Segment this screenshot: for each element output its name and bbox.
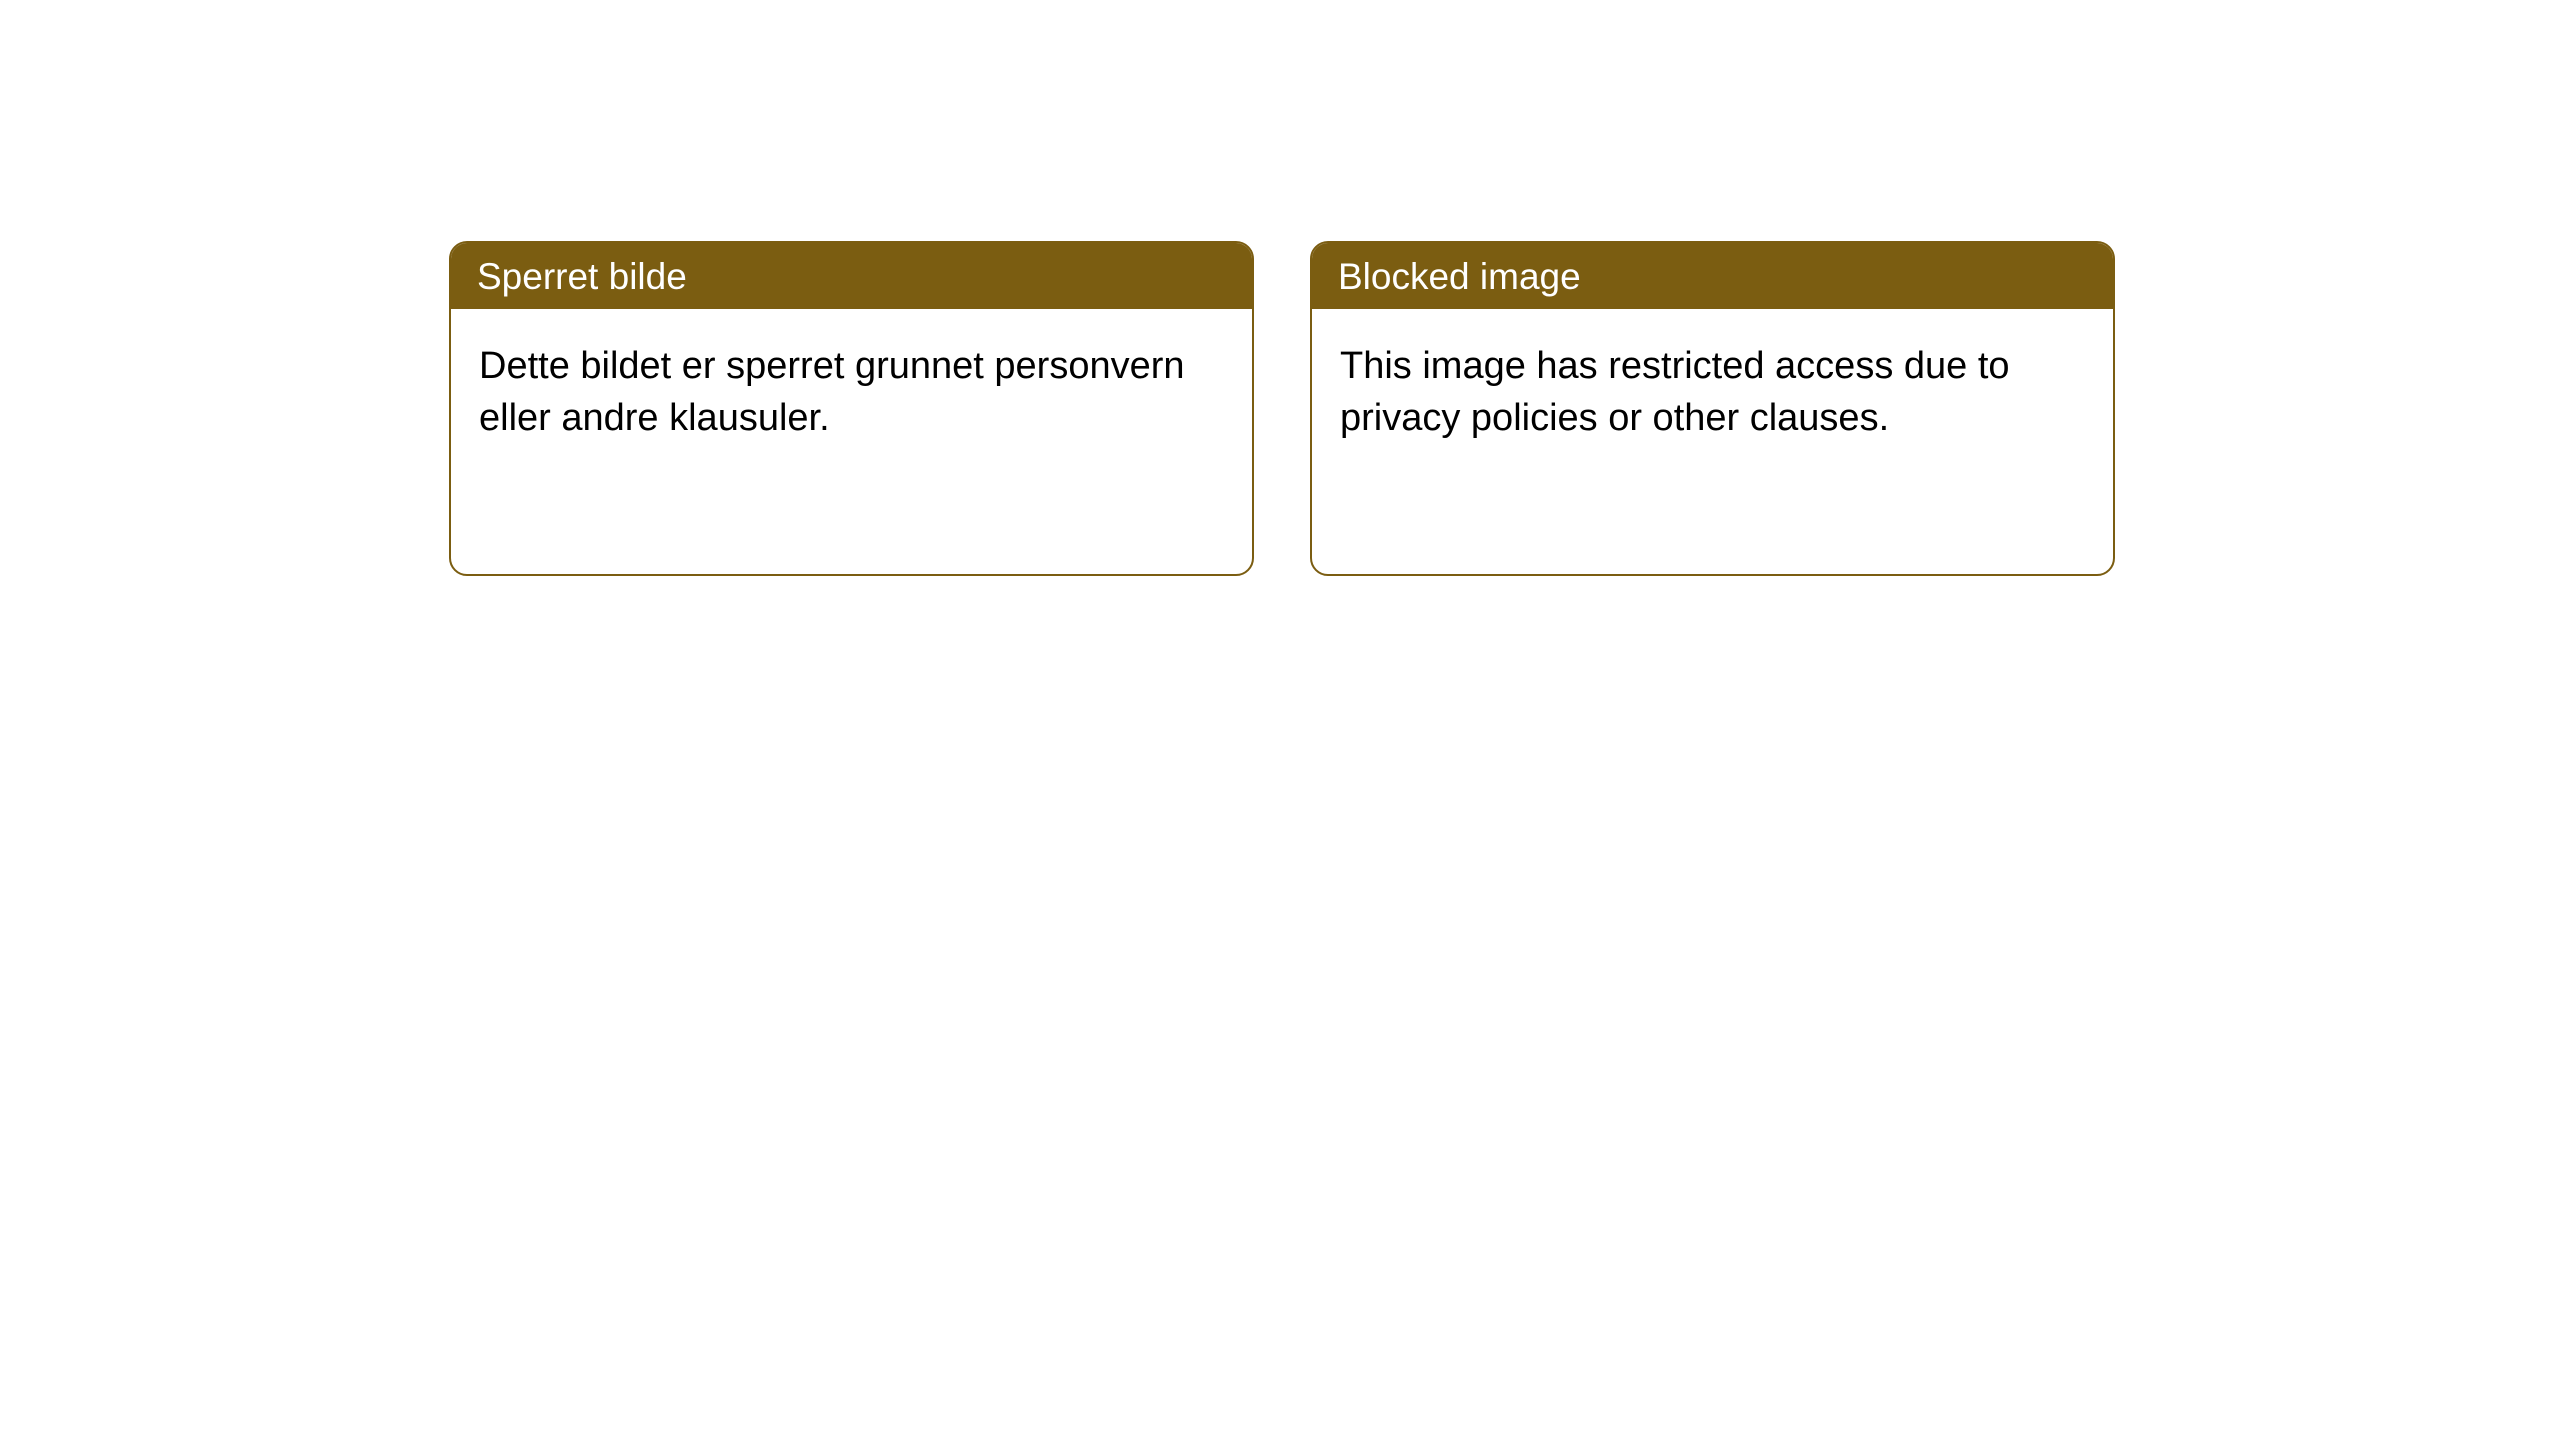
notice-body-english: This image has restricted access due to …: [1312, 309, 2113, 476]
notice-header-norwegian: Sperret bilde: [451, 243, 1252, 309]
notice-header-english: Blocked image: [1312, 243, 2113, 309]
notice-body-norwegian: Dette bildet er sperret grunnet personve…: [451, 309, 1252, 476]
notice-container: Sperret bilde Dette bildet er sperret gr…: [0, 0, 2560, 576]
notice-card-english: Blocked image This image has restricted …: [1310, 241, 2115, 576]
notice-card-norwegian: Sperret bilde Dette bildet er sperret gr…: [449, 241, 1254, 576]
